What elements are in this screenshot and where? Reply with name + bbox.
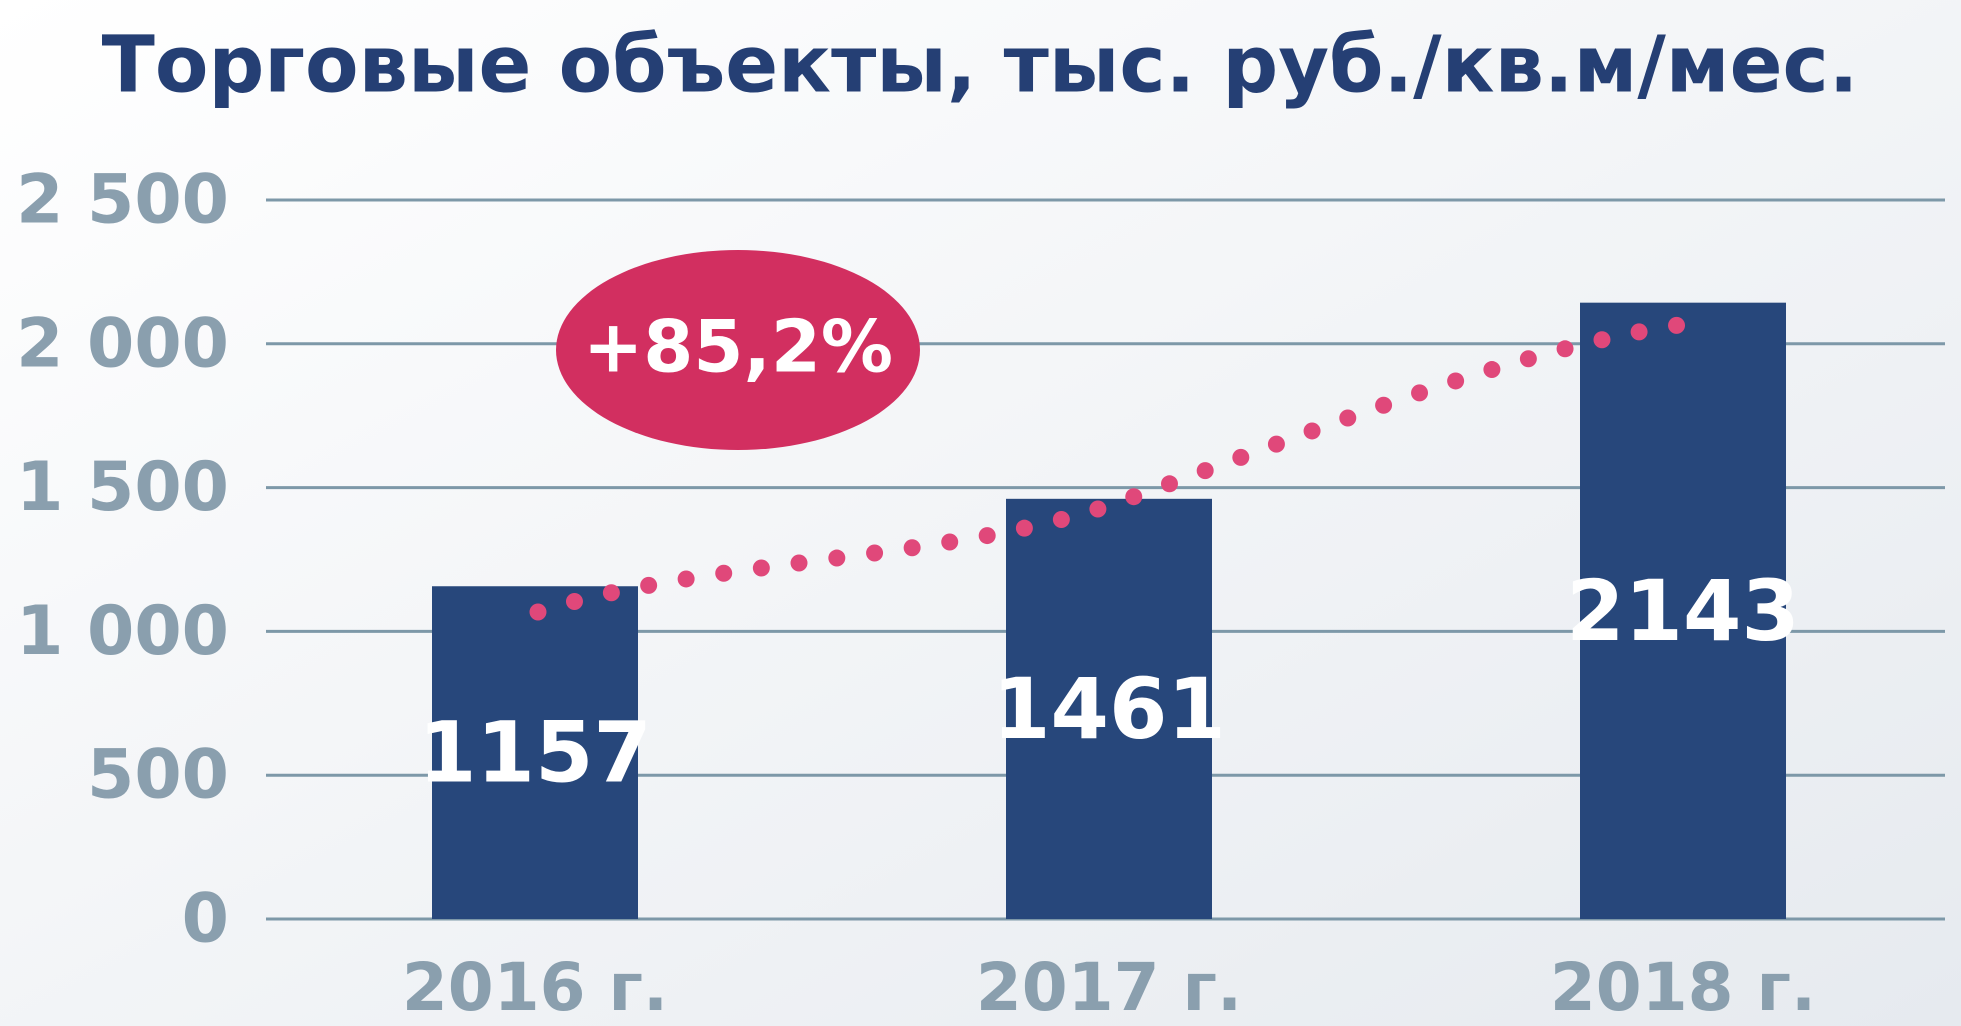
bar	[432, 586, 638, 919]
value-label: 1157	[418, 704, 652, 802]
y-tick-label: 2 500	[16, 161, 229, 240]
x-tick-label: 2016 г.	[402, 949, 668, 1026]
annotation-bubble	[556, 250, 920, 450]
y-tick-label: 500	[87, 736, 229, 815]
y-tick-label: 2 000	[16, 304, 229, 383]
y-tick-label: 1 000	[16, 592, 229, 671]
value-label: 2143	[1566, 562, 1800, 660]
annotation: +85,2%	[583, 305, 893, 389]
chart-title: Торговые объекты, тыс. руб./кв.м/мес.	[102, 20, 1859, 110]
bar	[1006, 498, 1212, 919]
trend-dots	[529, 315, 1695, 621]
bar	[1580, 302, 1786, 919]
x-tick-label: 2018 г.	[1550, 949, 1816, 1026]
y-tick-label: 0	[182, 880, 229, 959]
x-tick-label: 2017 г.	[976, 949, 1242, 1026]
y-tick-label: 1 500	[16, 448, 229, 527]
value-label: 1461	[992, 660, 1226, 758]
